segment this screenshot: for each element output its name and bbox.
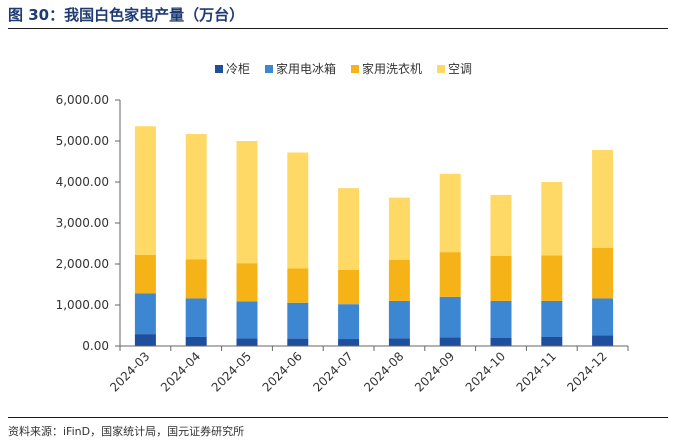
- bar-segment-3: [592, 150, 614, 249]
- y-tick-label: 4,000.00: [56, 175, 109, 189]
- legend-swatch-1: [265, 65, 273, 73]
- bar-segment-2: [439, 252, 461, 297]
- bar-segment-1: [338, 304, 360, 340]
- y-tick-label: 1,000.00: [56, 298, 109, 312]
- bar-segment-0: [388, 338, 410, 346]
- bar-segment-3: [439, 173, 461, 253]
- x-tick-label: 2024-10: [463, 349, 508, 394]
- legend-label-2: 家用洗衣机: [362, 61, 422, 76]
- bars: [134, 126, 614, 346]
- y-tick-label: 6,000.00: [56, 93, 109, 107]
- bar-segment-3: [236, 141, 258, 264]
- figure-title: 图 30：我国白色家电产量（万台）: [8, 6, 245, 24]
- bar-segment-3: [134, 126, 156, 255]
- x-tick-label: 2024-08: [361, 349, 406, 394]
- bar-segment-1: [592, 298, 614, 336]
- bar-segment-2: [338, 269, 360, 305]
- legend-swatch-3: [437, 65, 445, 73]
- y-tick-label: 3,000.00: [56, 216, 109, 230]
- bar-segment-2: [592, 248, 614, 299]
- bar-segment-3: [287, 152, 309, 269]
- bar-segment-2: [388, 259, 410, 301]
- x-tick-label: 2024-12: [564, 349, 609, 394]
- bar-segment-0: [592, 335, 614, 346]
- x-tick-label: 2024-11: [514, 349, 559, 394]
- bar-segment-1: [388, 300, 410, 339]
- bar-segment-0: [287, 338, 309, 346]
- bar-segment-3: [388, 197, 410, 260]
- bar-segment-2: [541, 255, 563, 301]
- bar-segment-0: [490, 338, 512, 346]
- x-tick-label: 2024-05: [209, 349, 254, 394]
- title-divider: [8, 28, 668, 29]
- bar-segment-1: [236, 301, 258, 339]
- bar-segment-2: [134, 254, 156, 294]
- y-tick-label: 2,000.00: [56, 257, 109, 271]
- y-tick-label: 5,000.00: [56, 134, 109, 148]
- bar-segment-1: [134, 293, 156, 335]
- bar-segment-2: [490, 256, 512, 301]
- bar-segment-3: [185, 134, 207, 260]
- bar-segment-1: [287, 302, 309, 339]
- legend-label-1: 家用电冰箱: [276, 61, 336, 76]
- bar-segment-3: [338, 188, 360, 270]
- x-tick-label: 2024-06: [260, 349, 305, 394]
- legend-swatch-2: [351, 65, 359, 73]
- bar-segment-0: [134, 334, 156, 346]
- legend-label-3: 空调: [448, 62, 472, 76]
- y-axis: 0.00 1,000.00 2,000.00 3,000.00 4,000.00 5,00…: [56, 93, 121, 353]
- x-tick-label: 2024-03: [107, 349, 152, 394]
- y-tick-label: 0.00: [82, 339, 109, 353]
- bar-segment-0: [236, 338, 258, 346]
- x-tick-label: 2024-09: [412, 349, 457, 394]
- bar-segment-0: [439, 337, 461, 346]
- bar-segment-1: [439, 296, 461, 338]
- bar-segment-0: [185, 336, 207, 346]
- bar-segment-1: [185, 298, 207, 337]
- legend-swatch-0: [215, 65, 223, 73]
- bar-segment-2: [287, 268, 309, 303]
- bar-segment-2: [185, 259, 207, 299]
- bar-segment-3: [490, 194, 512, 257]
- chart-legend: 冷柜 家用电冰箱 家用洗衣机 空调: [215, 61, 472, 76]
- source-divider: [8, 417, 668, 418]
- bar-segment-1: [490, 300, 512, 339]
- x-axis: 2024-03 2024-04 2024-05 2024-06 2024-07 2024-…: [107, 345, 629, 395]
- bar-segment-0: [338, 339, 360, 346]
- x-tick-label: 2024-07: [310, 349, 355, 394]
- bar-segment-3: [541, 182, 563, 256]
- stacked-bar-chart: 冷柜 家用电冰箱 家用洗衣机 空调 0.00 1,000.00 2,000.00 3,000…: [56, 61, 629, 395]
- bar-segment-2: [236, 263, 258, 302]
- x-tick-label: 2024-04: [158, 349, 203, 394]
- bar-segment-1: [541, 300, 563, 337]
- source-note: 资料来源：iFinD，国家统计局，国元证券研究所: [8, 425, 245, 438]
- legend-label-0: 冷柜: [226, 62, 250, 76]
- bar-segment-0: [541, 336, 563, 346]
